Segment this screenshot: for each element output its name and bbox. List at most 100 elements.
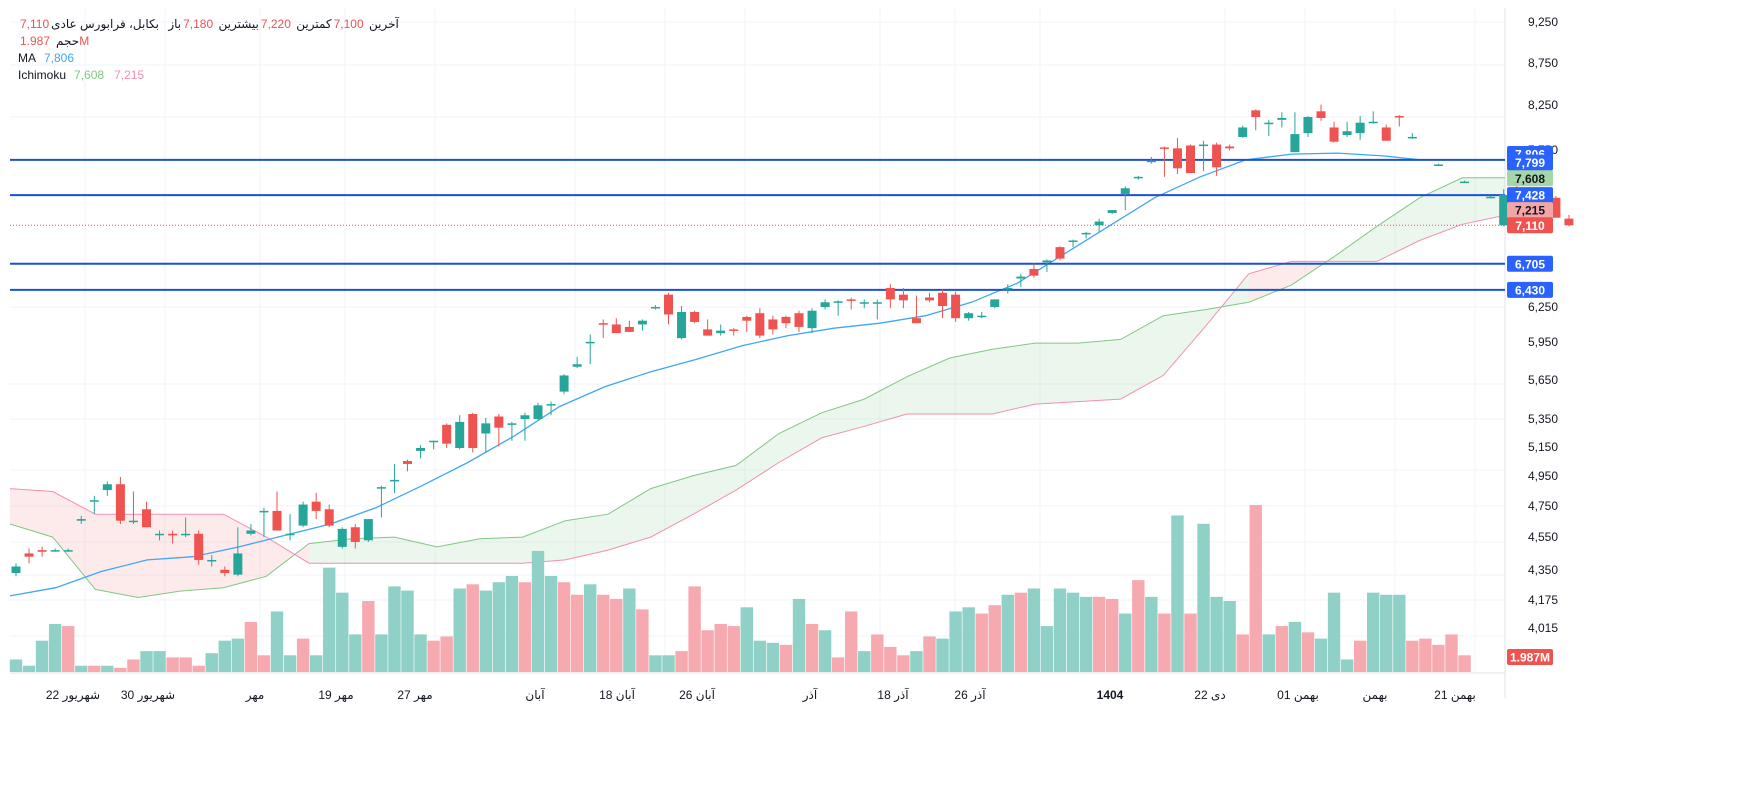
horizontal-lines[interactable] (10, 158, 1505, 291)
candle[interactable] (690, 310, 700, 324)
candle[interactable] (389, 463, 399, 493)
price-axis[interactable]: 9,2508,7508,2507,7506,2505,9505,6505,350… (1507, 15, 1558, 665)
candle[interactable] (1016, 273, 1026, 288)
candle[interactable] (1316, 104, 1326, 121)
candle[interactable] (911, 295, 921, 324)
candle[interactable] (416, 445, 426, 459)
candle[interactable] (1277, 112, 1287, 128)
candle[interactable] (429, 440, 439, 450)
candle[interactable] (1251, 109, 1261, 131)
volume-label[interactable]: حجم (56, 34, 80, 48)
candle[interactable] (716, 324, 726, 336)
candle[interactable] (1551, 195, 1561, 218)
volume-axis-label[interactable]: 1.987M (1507, 649, 1553, 665)
candle[interactable] (650, 305, 660, 310)
candle[interactable] (520, 412, 530, 441)
candle[interactable] (1368, 111, 1378, 124)
candle[interactable] (207, 555, 217, 567)
candle[interactable] (272, 491, 282, 531)
candle[interactable] (1133, 175, 1143, 180)
candle[interactable] (102, 481, 112, 496)
candle[interactable] (951, 291, 961, 322)
candle[interactable] (1094, 218, 1104, 232)
candle[interactable] (494, 414, 504, 447)
candle[interactable] (259, 507, 269, 538)
candle[interactable] (977, 311, 987, 319)
candle[interactable] (337, 527, 347, 549)
candle[interactable] (1486, 195, 1496, 199)
candle[interactable] (1186, 144, 1195, 174)
candle[interactable] (546, 401, 556, 416)
candle[interactable] (1003, 284, 1013, 294)
candle[interactable] (1172, 137, 1182, 174)
price-label[interactable]: 7,608 (1507, 170, 1553, 187)
ichimoku-label[interactable]: Ichimoku (18, 68, 67, 82)
candle[interactable] (1212, 142, 1222, 176)
candle[interactable] (376, 485, 386, 518)
candle[interactable] (833, 300, 843, 316)
candle[interactable] (611, 318, 621, 334)
symbol-name[interactable]: بکابل، فرابورس عادی (51, 17, 159, 31)
candle[interactable] (990, 299, 1000, 309)
candle[interactable] (964, 311, 974, 321)
price-label[interactable]: 6,430 (1507, 281, 1553, 298)
candle[interactable] (885, 284, 895, 309)
candle[interactable] (820, 299, 830, 310)
candle[interactable] (455, 415, 465, 450)
candle[interactable] (1081, 231, 1091, 239)
candle[interactable] (311, 492, 321, 520)
price-label[interactable]: 6,705 (1507, 255, 1553, 272)
candle[interactable] (350, 523, 360, 549)
candle[interactable] (1564, 214, 1574, 227)
candle[interactable] (1394, 115, 1404, 127)
price-label[interactable]: 7,799 (1507, 154, 1553, 171)
candle[interactable] (572, 356, 582, 368)
candle[interactable] (128, 491, 138, 524)
price-label[interactable]: 7,428 (1507, 187, 1553, 204)
candle[interactable] (194, 530, 204, 565)
candle[interactable] (742, 315, 752, 332)
candle[interactable] (233, 527, 243, 577)
candle[interactable] (63, 548, 73, 552)
candle[interactable] (703, 319, 713, 336)
candle[interactable] (37, 546, 47, 557)
candle[interactable] (664, 292, 673, 325)
candle[interactable] (925, 292, 934, 303)
candle[interactable] (794, 310, 804, 332)
candle[interactable] (1199, 140, 1209, 172)
candle[interactable] (1159, 146, 1169, 177)
candle[interactable] (533, 402, 543, 421)
candle[interactable] (755, 308, 765, 339)
candle[interactable] (846, 297, 856, 310)
candle[interactable] (1029, 263, 1039, 278)
candle[interactable] (872, 299, 882, 320)
candle[interactable] (1055, 246, 1065, 261)
candle[interactable] (1499, 189, 1509, 227)
candle[interactable] (155, 530, 165, 541)
candle[interactable] (403, 459, 412, 472)
candle[interactable] (1355, 116, 1365, 140)
time-axis[interactable]: 22 شهریور 30 شهریور مهر 19 مهر 27 مهر آبان 18 … (46, 687, 1476, 703)
candle[interactable] (781, 315, 791, 329)
candle[interactable] (285, 514, 295, 541)
price-label[interactable]: 7,215 (1507, 202, 1553, 219)
candle[interactable] (807, 308, 817, 334)
candle[interactable] (89, 495, 99, 515)
candle[interactable] (507, 421, 517, 441)
candle[interactable] (1381, 124, 1391, 141)
candle[interactable] (181, 517, 191, 538)
candle[interactable] (168, 530, 178, 544)
candle[interactable] (468, 412, 478, 453)
candle[interactable] (363, 519, 373, 542)
candle[interactable] (1068, 239, 1078, 248)
candle[interactable] (24, 548, 34, 564)
candle[interactable] (115, 477, 125, 524)
candle[interactable] (585, 334, 595, 365)
candle[interactable] (1407, 133, 1417, 139)
candle[interactable] (598, 319, 608, 339)
candle[interactable] (481, 417, 491, 453)
candle[interactable] (142, 501, 151, 528)
candle[interactable] (220, 566, 230, 577)
candle[interactable] (1225, 144, 1235, 151)
candle[interactable] (624, 320, 634, 332)
